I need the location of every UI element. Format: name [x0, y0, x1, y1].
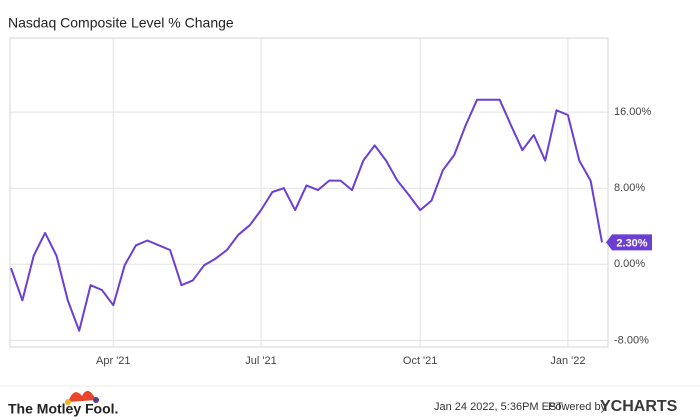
plot-frame: [9, 37, 609, 348]
end-label: 2.30%: [616, 237, 647, 249]
x-tick-label: Jan '22: [550, 355, 585, 367]
y-tick-label: 16.00%: [614, 106, 652, 118]
footer: The Motley Fool. Jan 24 2022, 5:36PM EST…: [0, 385, 700, 417]
logo-bell: [65, 399, 71, 405]
logo-bell: [93, 397, 99, 403]
y-tick-label: 8.00%: [614, 182, 645, 194]
powered-by: Powered by: [548, 401, 607, 413]
x-tick-label: Oct '21: [403, 355, 438, 367]
timestamp: Jan 24 2022, 5:36PM EST.: [434, 401, 565, 413]
x-tick-label: Apr '21: [96, 355, 131, 367]
end-label-box: [606, 234, 652, 251]
y-tick-label: -8.00%: [614, 334, 649, 346]
x-tick-label: Jul '21: [245, 355, 276, 367]
brand: The Motley Fool.: [8, 401, 118, 417]
logo-hat: [68, 390, 96, 402]
data-line: [10, 98, 603, 332]
provider: YCHARTS: [600, 398, 678, 415]
y-tick-label: 0.00%: [614, 258, 645, 270]
chart-title: Nasdaq Composite Level % Change: [8, 15, 234, 31]
